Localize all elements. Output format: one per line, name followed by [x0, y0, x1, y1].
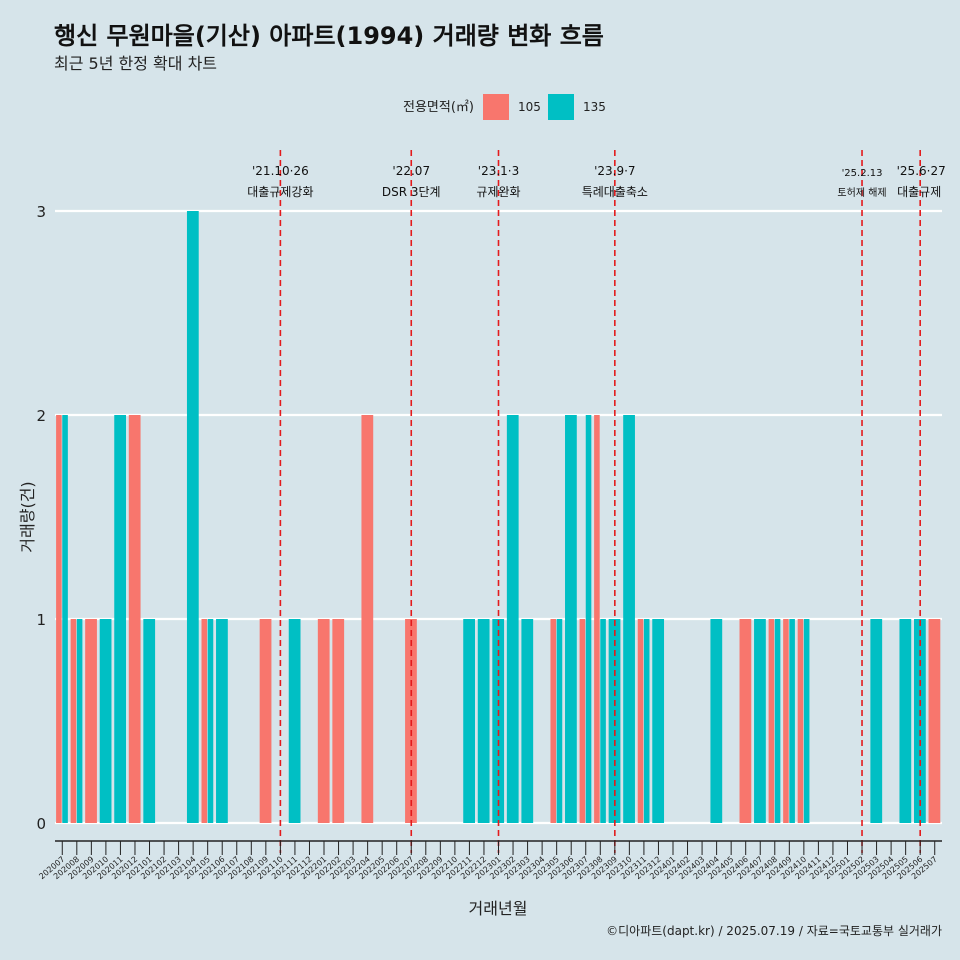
bar-202505-135	[899, 619, 912, 823]
bar-202410-135	[803, 619, 810, 823]
annotation-date-202502: '25.2.13	[842, 168, 883, 179]
bar-202012-105	[128, 415, 141, 823]
legend-swatch-135	[548, 94, 574, 120]
y-axis-ticks: 0 1 2 3	[36, 203, 46, 833]
bar-202308-135	[600, 619, 606, 823]
bar-202204-105	[361, 415, 374, 823]
annotation-date-202309: '23.9·7	[594, 164, 635, 178]
bar-202105-135	[207, 619, 214, 823]
bar-202408-135	[774, 619, 781, 823]
chart-caption: ©디아파트(dapt.kr) / 2025.07.19 / 자료=국토교통부 실…	[606, 924, 942, 938]
x-axis: 2020072020082020092020102020112020122021…	[37, 840, 942, 881]
bar-202407-135	[754, 619, 766, 823]
bar-202409-105	[783, 619, 789, 823]
y-tick-label: 0	[36, 815, 46, 833]
bar-202310-135	[623, 415, 635, 823]
bar-202211-135	[463, 619, 475, 823]
annotation-date-202110: '21.10·26	[252, 164, 309, 178]
bar-202101-135	[143, 619, 156, 823]
bar-202409-135	[789, 619, 795, 823]
bar-202305-105	[550, 619, 557, 823]
bar-202105-105	[201, 619, 208, 823]
bar-202007-105	[56, 415, 62, 823]
bar-202507-105	[928, 619, 941, 823]
annotation-label-202502: 토허제 해제	[837, 186, 886, 199]
y-axis-label: 거래량(건)	[18, 481, 37, 552]
bar-202306-135	[565, 415, 577, 823]
x-axis-label: 거래년월	[469, 899, 528, 918]
bar-202104-135	[186, 211, 199, 823]
bar-202410-105	[797, 619, 804, 823]
chart-title: 행신 무원마을(기산) 아파트(1994) 거래량 변화 흐름	[54, 22, 604, 50]
annotation-label-202309: 특례대출축소	[582, 185, 648, 199]
bar-202008-135	[76, 619, 83, 823]
bar-202009-105	[85, 619, 97, 823]
bar-202007-135	[62, 415, 68, 823]
annotation-date-202506: '25.6·27	[897, 164, 946, 178]
bar-202404-135	[710, 619, 723, 823]
annotations: '21.10·26 대출규제강화 '22.07 DSR 3단계 '23.1·3 규제완화 '…	[247, 150, 946, 853]
legend-swatch-105	[483, 94, 509, 120]
bar-202312-135	[652, 619, 665, 823]
bar-202106-135	[216, 619, 228, 823]
annotation-label-202506: 대출규제	[897, 185, 941, 199]
bar-202212-135	[477, 619, 490, 823]
bar-202408-105	[768, 619, 775, 823]
bar-202311-135	[643, 619, 650, 823]
legend-title: 전용면적(㎡)	[403, 100, 474, 115]
bar-202008-105	[70, 619, 77, 823]
y-tick-label: 3	[36, 203, 46, 221]
bar-202406-105	[739, 619, 752, 823]
bar-202201-105	[317, 619, 330, 823]
bar-202109-105	[259, 619, 272, 823]
legend-label-105: 105	[518, 100, 541, 114]
bar-202307-105	[579, 619, 586, 823]
bar-202503-135	[870, 619, 883, 823]
bar-202202-105	[332, 619, 345, 823]
bar-202307-135	[585, 415, 592, 823]
bar-202303-135	[521, 619, 534, 823]
bar-202111-135	[288, 619, 301, 823]
bar-202302-135	[506, 415, 519, 823]
annotation-label-202207: DSR 3단계	[382, 185, 441, 199]
bar-202010-135	[99, 619, 112, 823]
annotation-date-202207: '22.07	[392, 164, 430, 178]
legend: 전용면적(㎡) 105 135	[403, 94, 606, 120]
bar-202308-105	[594, 415, 600, 823]
y-tick-label: 1	[36, 611, 46, 629]
bar-202311-105	[637, 619, 644, 823]
y-tick-label: 2	[36, 407, 46, 425]
annotation-label-202110: 대출규제강화	[247, 185, 313, 199]
annotation-date-202301: '23.1·3	[478, 164, 519, 178]
bar-202305-135	[556, 619, 563, 823]
bar-202011-135	[114, 415, 127, 823]
chart-subtitle: 최근 5년 한정 확대 차트	[54, 54, 217, 73]
legend-label-135: 135	[583, 100, 606, 114]
annotation-label-202301: 규제완화	[476, 185, 520, 199]
